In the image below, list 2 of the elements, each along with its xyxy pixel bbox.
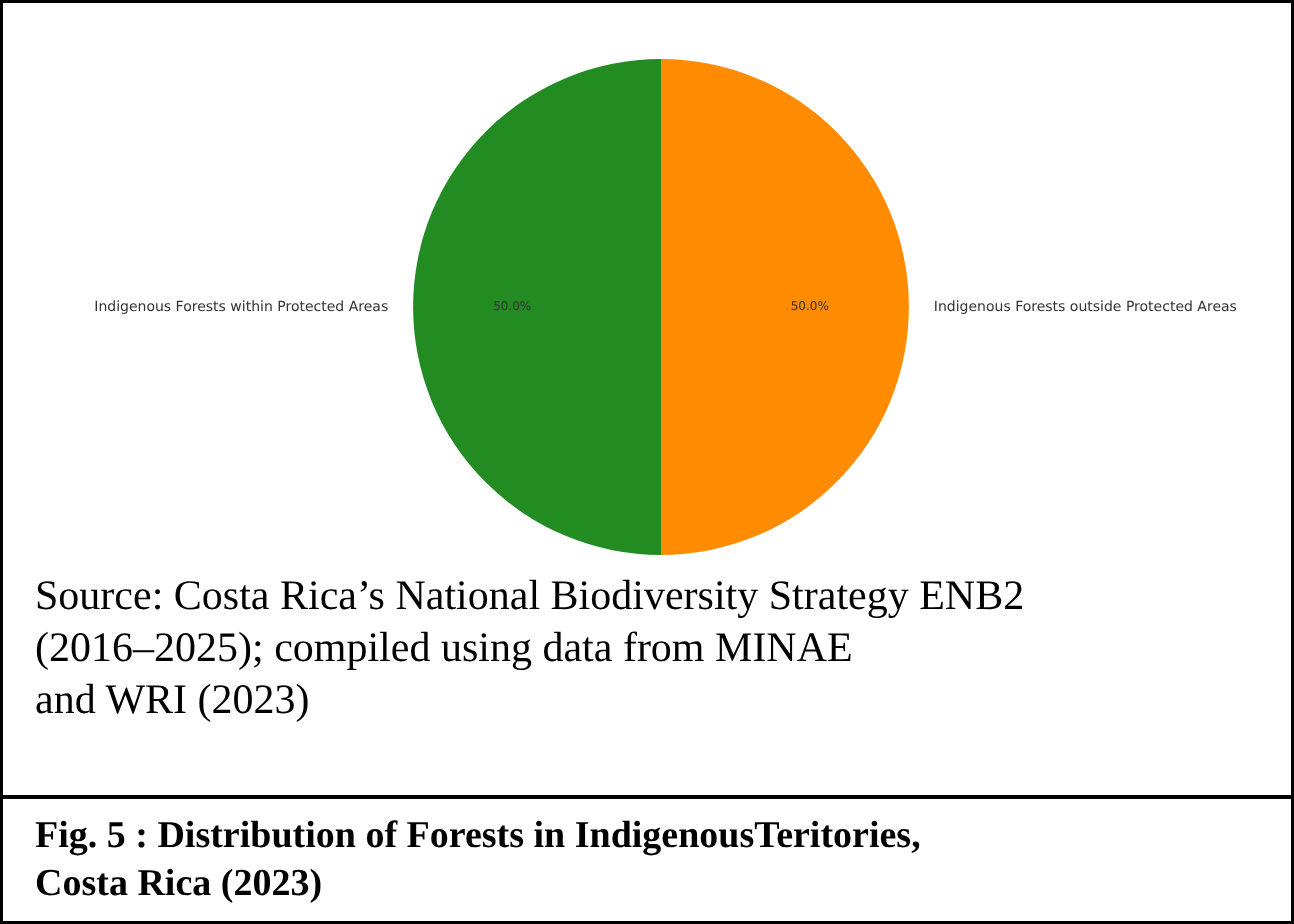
- text: Fig. 5 : Distribution of Forests in IndigenousTeritories, Costa Rica (2023): [35, 815, 922, 905]
- source-note: Source: Costa Rica’s National Biodiversity Strategy ENB2 (2016–2025); compiled using data from MINAE and WRI (2023): [35, 571, 1025, 723]
